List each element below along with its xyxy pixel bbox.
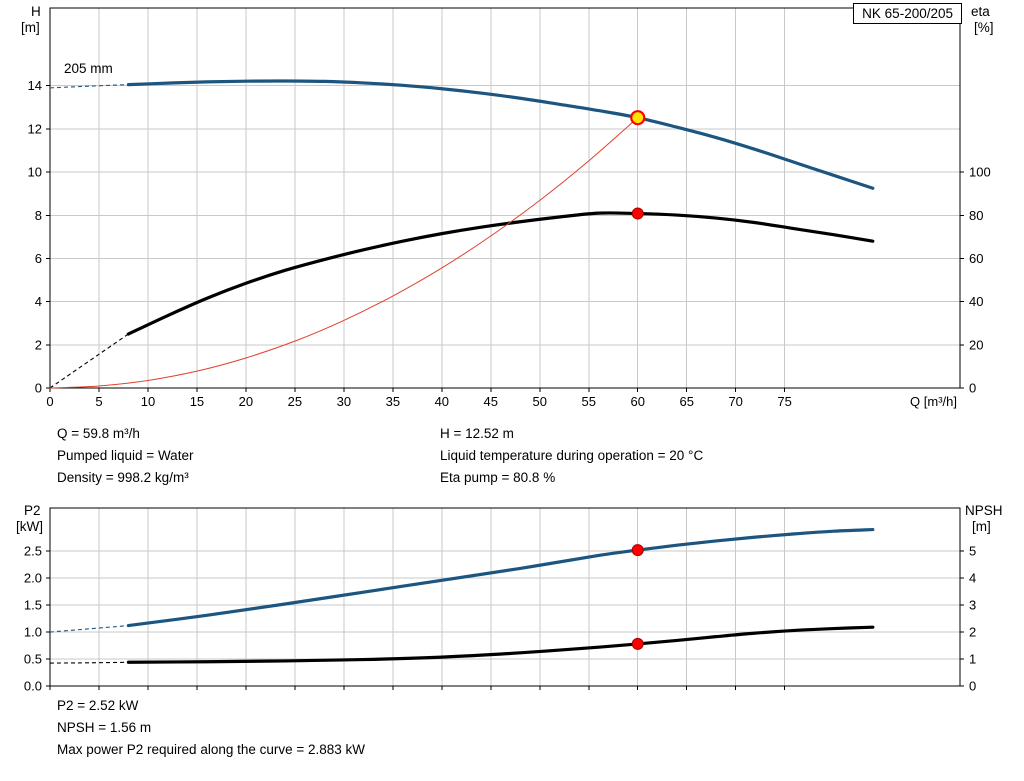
svg-text:1.5: 1.5 [24, 598, 42, 613]
svg-text:6: 6 [35, 251, 42, 266]
svg-text:4: 4 [35, 294, 42, 309]
svg-text:2.5: 2.5 [24, 544, 42, 559]
result-liquid-temperature: Liquid temperature during operation = 20… [440, 448, 704, 463]
svg-text:40: 40 [435, 394, 449, 409]
svg-text:20: 20 [969, 337, 983, 352]
svg-text:5: 5 [969, 544, 976, 559]
svg-text:30: 30 [337, 394, 351, 409]
svg-text:0: 0 [46, 394, 53, 409]
svg-text:60: 60 [969, 251, 983, 266]
svg-text:40: 40 [969, 294, 983, 309]
npsh-axis-title: NPSH [965, 503, 1003, 518]
eta-axis-unit: [%] [974, 20, 994, 35]
h-axis-unit: [m] [21, 20, 40, 35]
head-eta-chart-canvas: 0 5 10 15 20 25 30 35 40 45 50 55 60 65 70 75 0 2 4 6 8 10 12 1… [28, 7, 991, 409]
svg-text:3: 3 [969, 598, 976, 613]
svg-text:Q [m³/h]: Q [m³/h] [910, 394, 957, 409]
bottom-results-column: P2 = 2.52 kW NPSH = 1.56 m Max power P2 … [57, 695, 365, 761]
eta-axis-title: eta [971, 4, 990, 19]
svg-text:5: 5 [95, 394, 102, 409]
p2-axis-unit: [kW] [16, 519, 43, 534]
results-left-column: Q = 59.8 m³/h Pumped liquid = Water Dens… [57, 423, 193, 489]
result-p2: P2 = 2.52 kW [57, 698, 139, 713]
svg-text:80: 80 [969, 208, 983, 223]
svg-text:0.0: 0.0 [24, 679, 42, 694]
svg-text:20: 20 [239, 394, 253, 409]
p2-axis-title: P2 [24, 503, 41, 518]
svg-text:25: 25 [288, 394, 302, 409]
result-flow: Q = 59.8 m³/h [57, 426, 140, 441]
svg-text:4: 4 [969, 571, 976, 586]
svg-text:2: 2 [35, 337, 42, 352]
svg-text:0: 0 [35, 381, 42, 396]
p2-npsh-chart-canvas: 0.0 0.5 1.0 1.5 2.0 2.5 0 1 2 3 4 5 [24, 507, 976, 694]
pump-name-box: NK 65-200/205 [853, 3, 962, 24]
svg-text:2.0: 2.0 [24, 571, 42, 586]
svg-text:1: 1 [969, 652, 976, 667]
result-max-power: Max power P2 required along the curve = … [57, 742, 366, 757]
svg-text:0.5: 0.5 [24, 652, 42, 667]
result-eta-pump: Eta pump = 80.8 % [440, 470, 556, 485]
svg-text:1.0: 1.0 [24, 625, 42, 640]
svg-text:0: 0 [969, 381, 976, 396]
h-axis-title: H [31, 4, 41, 19]
svg-text:45: 45 [484, 394, 498, 409]
results-right-column: H = 12.52 m Liquid temperature during op… [440, 423, 703, 489]
svg-text:75: 75 [777, 394, 791, 409]
svg-text:60: 60 [630, 394, 644, 409]
impeller-diameter-label: 205 mm [64, 61, 113, 76]
svg-text:35: 35 [386, 394, 400, 409]
result-pumped-liquid: Pumped liquid = Water [57, 448, 194, 463]
result-head: H = 12.52 m [440, 426, 514, 441]
svg-text:50: 50 [533, 394, 547, 409]
svg-text:70: 70 [728, 394, 742, 409]
svg-text:55: 55 [582, 394, 596, 409]
result-density: Density = 998.2 kg/m³ [57, 470, 189, 485]
svg-text:65: 65 [679, 394, 693, 409]
result-npsh: NPSH = 1.56 m [57, 720, 152, 735]
svg-text:12: 12 [28, 121, 42, 136]
svg-text:10: 10 [141, 394, 155, 409]
svg-text:8: 8 [35, 208, 42, 223]
svg-text:100: 100 [969, 165, 991, 180]
svg-text:14: 14 [28, 78, 42, 93]
svg-text:2: 2 [969, 625, 976, 640]
npsh-axis-unit: [m] [972, 519, 991, 534]
svg-text:10: 10 [28, 165, 42, 180]
svg-text:15: 15 [190, 394, 204, 409]
svg-text:0: 0 [969, 679, 976, 694]
